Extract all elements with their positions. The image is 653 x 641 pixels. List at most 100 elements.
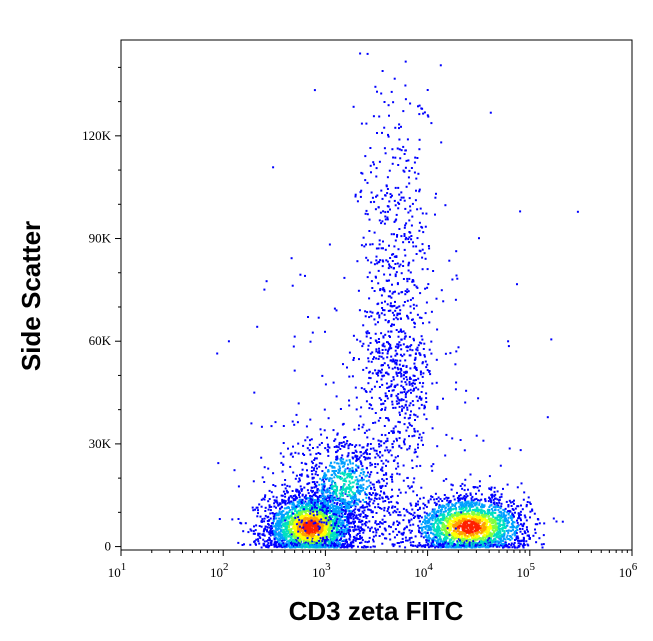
data-point <box>434 517 437 520</box>
data-point <box>293 523 296 526</box>
data-point <box>429 512 432 515</box>
data-point <box>524 531 526 534</box>
data-point <box>463 513 466 516</box>
data-point <box>474 527 477 530</box>
data-point <box>301 517 303 520</box>
data-point <box>482 534 485 537</box>
data-point <box>294 529 296 532</box>
data-point <box>218 518 221 520</box>
data-point <box>470 522 473 525</box>
data-point <box>362 489 365 492</box>
data-point <box>471 517 474 520</box>
data-point <box>485 514 488 517</box>
data-point <box>459 494 462 497</box>
data-point <box>331 544 334 547</box>
data-point <box>324 524 327 527</box>
data-point <box>307 538 310 541</box>
data-point <box>494 528 497 531</box>
data-point <box>313 486 316 489</box>
data-point <box>318 500 321 502</box>
data-point <box>293 504 296 507</box>
data-point <box>294 518 296 521</box>
data-point <box>374 463 377 465</box>
data-point <box>437 528 440 531</box>
data-point <box>337 540 340 543</box>
data-point <box>486 512 489 515</box>
data-point <box>460 517 462 520</box>
data-point <box>260 525 263 528</box>
data-point <box>499 539 502 542</box>
data-point <box>484 528 487 531</box>
data-point <box>434 515 437 518</box>
data-point <box>368 540 370 543</box>
data-point <box>403 527 406 530</box>
data-point <box>419 506 421 509</box>
data-point <box>432 523 435 525</box>
data-point <box>317 509 320 512</box>
data-point <box>420 516 423 519</box>
data-point <box>439 545 442 548</box>
data-point <box>434 534 437 537</box>
data-point <box>491 539 493 542</box>
data-point <box>465 512 468 515</box>
data-point <box>457 546 460 549</box>
data-point <box>308 443 311 446</box>
data-point <box>302 520 305 523</box>
data-point <box>506 511 509 514</box>
data-point <box>489 545 492 548</box>
data-point <box>298 496 301 499</box>
data-point <box>331 545 334 548</box>
data-point <box>496 543 499 546</box>
data-point <box>480 516 483 519</box>
data-point <box>262 533 265 536</box>
data-point <box>505 514 507 517</box>
data-point <box>454 520 457 523</box>
data-point <box>465 502 468 505</box>
data-point <box>463 539 466 542</box>
data-point <box>474 544 477 547</box>
data-point <box>305 503 307 506</box>
data-point <box>319 531 322 534</box>
data-point <box>349 535 352 538</box>
data-point <box>280 516 283 519</box>
data-point <box>438 505 440 508</box>
data-point <box>464 543 467 546</box>
data-point <box>412 514 415 517</box>
data-point <box>300 514 303 517</box>
data-point <box>458 495 461 497</box>
data-point <box>372 538 374 541</box>
data-point <box>291 506 294 509</box>
data-point <box>478 503 481 506</box>
data-point <box>308 543 311 546</box>
data-point <box>313 528 316 531</box>
data-point <box>462 507 464 509</box>
data-point <box>492 524 495 527</box>
data-point <box>477 489 480 492</box>
data-point <box>288 501 291 504</box>
data-point <box>461 525 464 528</box>
data-point <box>451 536 453 539</box>
data-point <box>277 531 280 534</box>
data-point <box>360 528 363 530</box>
data-point <box>324 515 327 518</box>
data-point <box>304 520 307 522</box>
data-point <box>472 515 475 518</box>
data-point <box>294 521 296 524</box>
data-point <box>478 502 481 505</box>
data-point <box>297 442 300 445</box>
data-point <box>469 509 472 512</box>
data-point <box>511 513 513 516</box>
data-point <box>432 542 435 545</box>
data-point <box>452 514 455 517</box>
data-point <box>279 502 281 505</box>
data-point <box>439 509 442 512</box>
data-point <box>321 492 324 495</box>
data-point <box>371 516 374 518</box>
data-point <box>306 540 309 543</box>
data-point <box>357 545 359 548</box>
data-point <box>527 496 530 499</box>
data-point <box>318 546 321 549</box>
data-point <box>481 528 484 531</box>
data-point <box>475 508 478 511</box>
data-point <box>331 531 334 534</box>
